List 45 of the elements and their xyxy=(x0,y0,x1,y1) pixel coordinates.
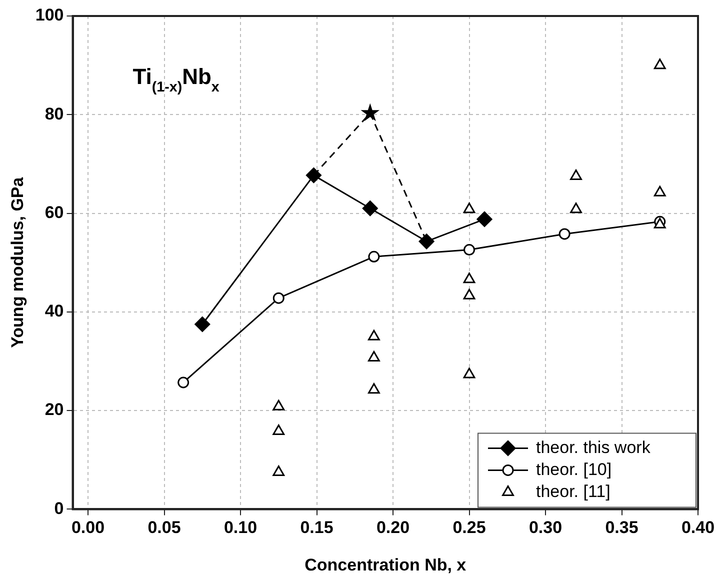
point xyxy=(272,465,285,476)
x-tick-label: 0.05 xyxy=(148,518,181,538)
point xyxy=(272,400,285,410)
point xyxy=(178,376,190,388)
point xyxy=(368,351,380,362)
legend-label: theor. [11] xyxy=(536,482,610,501)
x-tick-label: 0.40 xyxy=(681,518,715,538)
y-tick-label: 40 xyxy=(44,302,64,321)
point xyxy=(570,170,582,180)
point xyxy=(194,316,210,332)
x-tick-label: 0.20 xyxy=(376,518,410,538)
point xyxy=(463,202,476,214)
y-tick-label: 0 xyxy=(54,498,64,518)
point xyxy=(368,330,380,340)
x-tick-label: 0.25 xyxy=(452,518,486,538)
point xyxy=(570,202,582,214)
point xyxy=(654,58,666,70)
y-tick-label: 60 xyxy=(44,202,64,222)
point xyxy=(360,103,380,122)
point xyxy=(418,234,434,250)
y-tick-label: 80 xyxy=(44,104,64,124)
x-tick-label: 0.10 xyxy=(224,518,258,538)
legend-label: theor. [10] xyxy=(536,460,612,479)
point xyxy=(368,383,380,394)
point xyxy=(306,168,322,184)
point xyxy=(463,288,476,300)
point xyxy=(558,228,570,240)
point xyxy=(463,272,476,284)
point xyxy=(476,211,492,227)
point xyxy=(463,368,476,378)
point xyxy=(362,200,378,216)
point xyxy=(272,424,285,436)
x-tick-label: 0.15 xyxy=(300,518,334,538)
point xyxy=(654,186,666,196)
point xyxy=(368,250,380,262)
x-axis-title: Concentration Nb, x xyxy=(304,555,467,574)
x-tick-label: 0.00 xyxy=(71,518,105,538)
point xyxy=(272,292,284,304)
x-tick-label: 0.35 xyxy=(605,518,638,538)
y-tick-label: 100 xyxy=(35,6,64,25)
x-tick-label: 0.30 xyxy=(528,518,562,538)
y-axis-title: Young modulus, GPa xyxy=(8,176,27,348)
point xyxy=(464,244,476,256)
legend-label: theor. this work xyxy=(536,438,651,457)
y-tick-label: 20 xyxy=(44,400,64,420)
